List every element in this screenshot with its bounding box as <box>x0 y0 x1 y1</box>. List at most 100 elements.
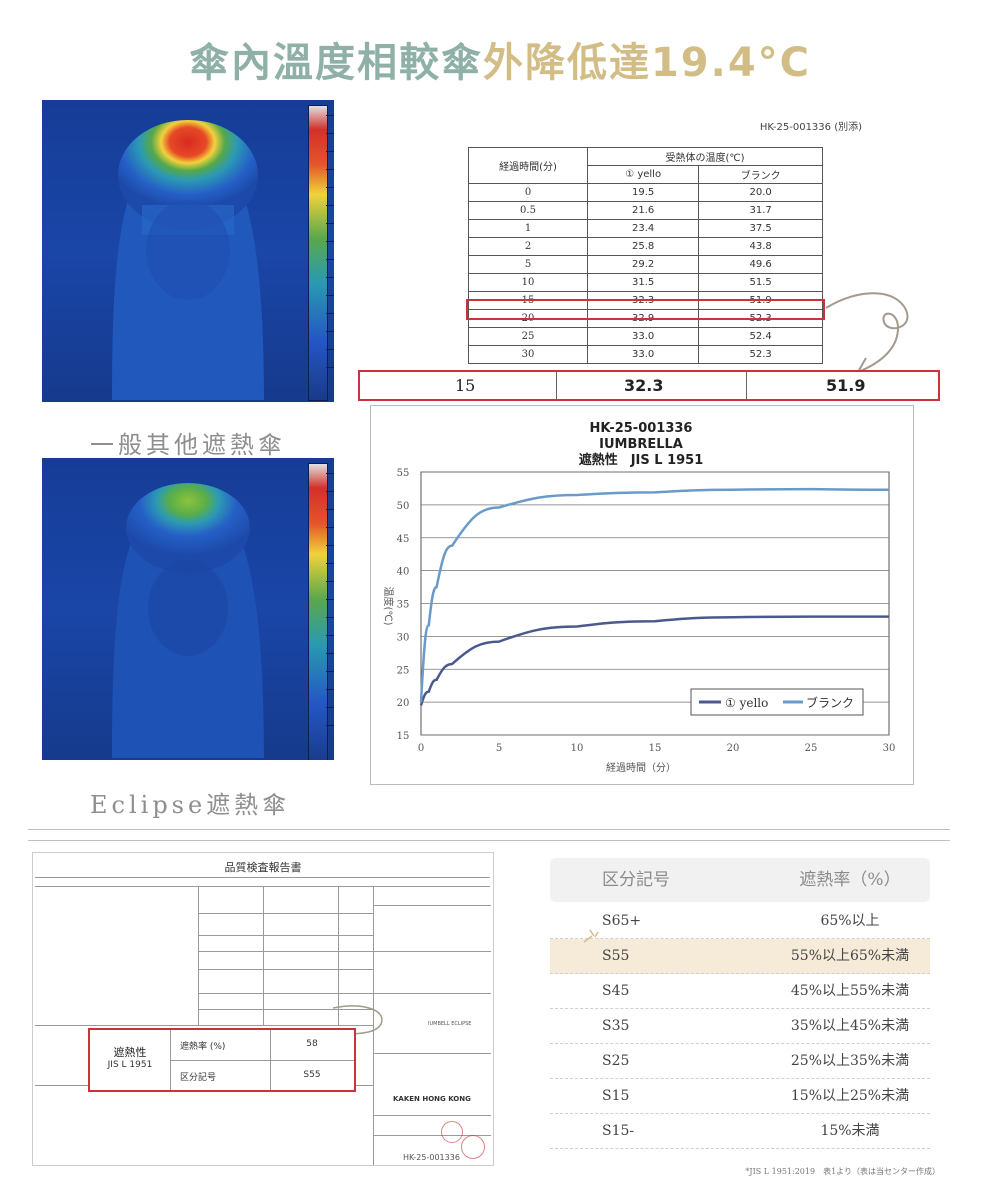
sparkle-icon <box>583 929 599 943</box>
headline-part2: 外降低達19.4°C <box>482 40 812 86</box>
cell-time: 30 <box>468 345 588 364</box>
thermal-image-standard-umbrella <box>42 100 334 402</box>
report-row1-value: 58 <box>306 1039 318 1049</box>
temperature-chart: 15 20 25 30 35 40 45 50 55 0 5 10 15 20 25 30 HK-25-0013… <box>370 405 914 785</box>
y-tick-label: 50 <box>397 501 410 512</box>
x-tick-label: 15 <box>649 743 662 754</box>
y-tick-label: 45 <box>397 534 410 545</box>
report-title: 品質検査報告書 <box>224 861 302 874</box>
cell-yello: 33.0 <box>586 327 700 346</box>
cell-blank: 37.5 <box>698 219 823 238</box>
rating-row: S65+ 65%以上 <box>550 904 930 939</box>
rating-rate: 15%未満 <box>820 1123 880 1139</box>
cell-yello: 31.5 <box>586 273 700 292</box>
cell-yello: 21.6 <box>586 201 700 220</box>
divider-line <box>28 829 950 830</box>
y-tick-label: 30 <box>397 632 410 643</box>
summary-row-15min: 15 32.3 51.9 <box>358 370 940 401</box>
chart-subtitle: 遮熱性 JIS L 1951 <box>579 452 704 468</box>
y-tick-label: 35 <box>397 600 410 611</box>
rating-rate: 35%以上45%未満 <box>790 1018 910 1034</box>
cell-blank: 52.4 <box>698 327 823 346</box>
headline-part1: 傘內溫度相較傘 <box>188 40 483 86</box>
rating-code: S35 <box>602 1018 630 1034</box>
x-tick-label: 25 <box>805 743 818 754</box>
header-rate: 遮熱率（%） <box>799 870 901 890</box>
report-stamp <box>441 1121 463 1143</box>
table-row: 30 33.0 52.3 <box>468 345 823 364</box>
x-axis-label: 経過時間（分） <box>606 761 676 774</box>
rating-row: S15 15%以上25%未満 <box>550 1079 930 1114</box>
cell-blank: 43.8 <box>698 237 823 256</box>
cell-time: 25 <box>468 327 588 346</box>
header-temperature: 受熱体の温度(℃) <box>587 147 823 166</box>
header-code: 区分記号 <box>602 870 670 890</box>
cell-blank: 52.3 <box>698 345 823 364</box>
summary-time: 15 <box>455 376 476 395</box>
x-tick-label: 5 <box>496 743 502 754</box>
y-tick-label: 25 <box>397 665 410 676</box>
chart-subtitle: IUMBRELLA <box>599 437 683 452</box>
rating-code: S25 <box>602 1053 630 1069</box>
thermal-scale-ticks <box>326 473 334 743</box>
report-row2-label: 区分記号 <box>180 1073 217 1083</box>
x-tick-label: 20 <box>727 743 740 754</box>
legend-label-yello: ① yello <box>725 696 768 710</box>
highlight-row-15min <box>466 299 825 320</box>
rating-rate: 55%以上65%未満 <box>790 948 910 964</box>
thermal-figure-eclipse <box>112 483 264 758</box>
rating-rate: 45%以上55%未満 <box>790 983 910 999</box>
cell-yello: 23.4 <box>586 219 700 238</box>
report-product: IUMBELL ECLIPSE <box>428 1021 472 1027</box>
document-reference: HK-25-001336 (別添) <box>759 122 862 133</box>
caption-standard-umbrella: 一般其他遮熱傘 <box>90 431 286 459</box>
report-stamp <box>461 1135 485 1159</box>
rating-rate: 25%以上35%未満 <box>790 1053 910 1069</box>
report-label-main: 遮熱性 <box>113 1046 147 1059</box>
data-table-document: HK-25-001336 (別添) 経過時間(分) 受熱体の温度(℃) ① ye… <box>358 100 940 400</box>
summary-blank-temp: 51.9 <box>826 376 866 395</box>
rating-code: S15- <box>602 1123 635 1139</box>
cell-blank: 49.6 <box>698 255 823 274</box>
table-row: 0.5 21.6 31.7 <box>468 201 823 220</box>
chart-svg: 15 20 25 30 35 40 45 50 55 0 5 10 15 20 25 30 HK-25-0013… <box>382 421 895 774</box>
thermal-scale-ticks <box>326 115 334 385</box>
rating-row: S35 35%以上45%未満 <box>550 1009 930 1044</box>
table-row: 0 19.5 20.0 <box>468 183 823 202</box>
rating-row: S55 55%以上65%未満 <box>550 939 930 974</box>
table-row: 1 23.4 37.5 <box>468 219 823 238</box>
table-row: 25 33.0 52.4 <box>468 327 823 346</box>
cell-yello: 19.5 <box>586 183 700 202</box>
table-row: 2 25.8 43.8 <box>468 237 823 256</box>
rating-code: S15 <box>602 1088 630 1104</box>
rating-rate: 65%以上 <box>820 913 880 929</box>
header-blank: ブランク <box>698 165 823 184</box>
cell-time: 10 <box>468 273 588 292</box>
report-ref-no: HK-25-001336 <box>403 1153 460 1162</box>
rating-footnote: *JIS L 1951:2019 表1より（表は当センター作成） <box>745 1167 940 1176</box>
rating-code: S65+ <box>602 913 642 929</box>
caption-eclipse-umbrella: Eclipse遮熱傘 <box>90 791 291 819</box>
y-tick-label: 20 <box>397 698 410 709</box>
report-label-std: JIS L 1951 <box>107 1060 153 1070</box>
report-row2-value: S55 <box>303 1070 321 1080</box>
thermal-scale-bar <box>308 105 328 401</box>
rating-row: S45 45%以上55%未満 <box>550 974 930 1009</box>
cell-time: 1 <box>468 219 588 238</box>
page-headline: 傘內溫度相較傘外降低達19.4°C <box>0 30 1000 88</box>
cell-blank: 20.0 <box>698 183 823 202</box>
cell-blank: 31.7 <box>698 201 823 220</box>
header-yello: ① yello <box>586 165 700 184</box>
temperature-data-table: 経過時間(分) 受熱体の温度(℃) ① yello ブランク 0 19.5 20.0… <box>468 147 823 364</box>
thermal-figure-standard <box>112 120 264 400</box>
rating-rate: 15%以上25%未満 <box>790 1088 910 1104</box>
cell-time: 2 <box>468 237 588 256</box>
cell-yello: 25.8 <box>586 237 700 256</box>
x-tick-label: 0 <box>418 743 424 754</box>
cell-blank: 51.5 <box>698 273 823 292</box>
chart-title: HK-25-001336 <box>590 421 693 436</box>
cell-time: 5 <box>468 255 588 274</box>
cell-yello: 29.2 <box>586 255 700 274</box>
y-tick-label: 55 <box>397 468 410 479</box>
rating-code: S45 <box>602 983 630 999</box>
